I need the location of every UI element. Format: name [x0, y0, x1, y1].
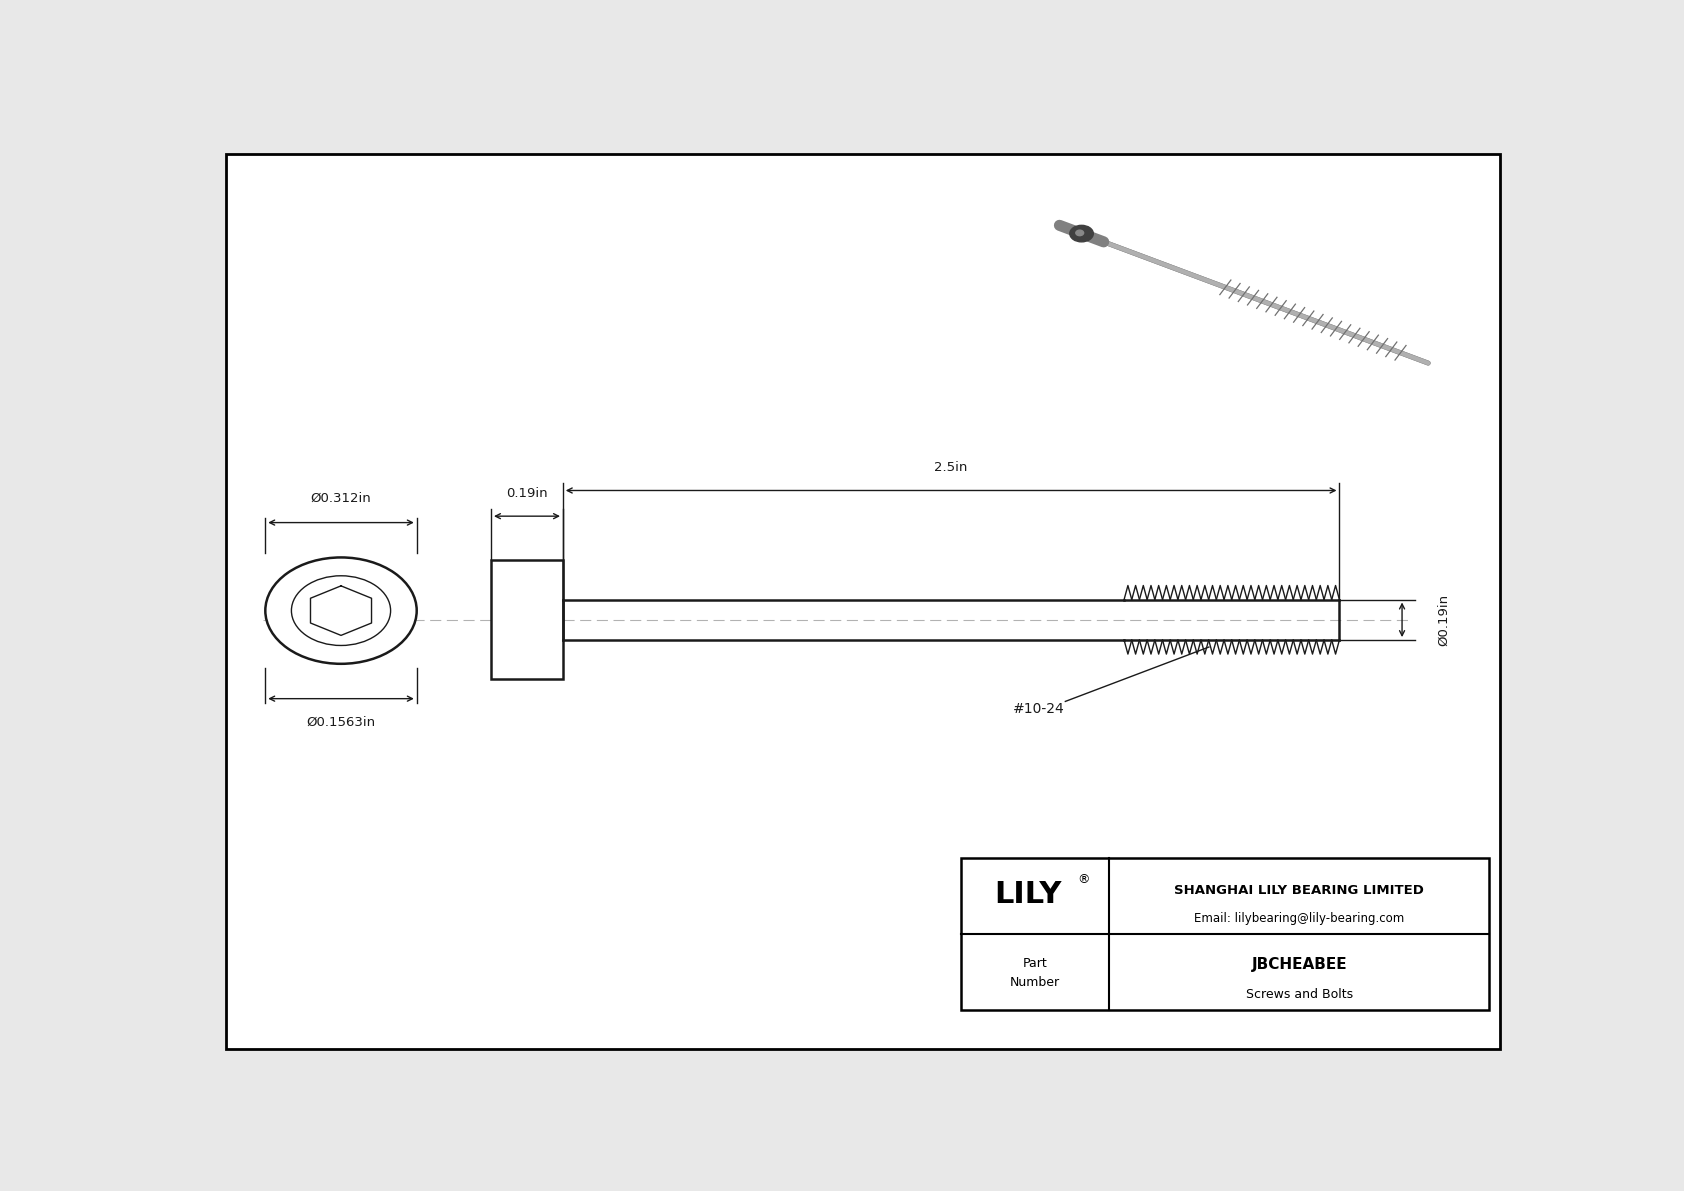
- Text: 2.5in: 2.5in: [935, 461, 968, 474]
- Text: #10-24: #10-24: [1014, 701, 1064, 716]
- Text: Ø0.19in: Ø0.19in: [1438, 594, 1450, 646]
- Circle shape: [1076, 230, 1083, 236]
- Circle shape: [1069, 225, 1093, 242]
- Text: Part
Number: Part Number: [1010, 958, 1059, 990]
- Text: Ø0.1563in: Ø0.1563in: [306, 716, 376, 729]
- Bar: [492, 560, 562, 679]
- Text: Ø0.312in: Ø0.312in: [310, 492, 372, 505]
- Bar: [962, 859, 1490, 1010]
- Text: ®: ®: [1078, 873, 1090, 886]
- Text: 0.19in: 0.19in: [507, 487, 547, 500]
- Text: Screws and Bolts: Screws and Bolts: [1246, 987, 1352, 1000]
- Circle shape: [291, 575, 391, 646]
- Text: Email: lilybearing@lily-bearing.com: Email: lilybearing@lily-bearing.com: [1194, 912, 1404, 925]
- Text: SHANGHAI LILY BEARING LIMITED: SHANGHAI LILY BEARING LIMITED: [1174, 884, 1425, 897]
- Text: JBCHEABEE: JBCHEABEE: [1251, 956, 1347, 972]
- Circle shape: [266, 557, 416, 663]
- Text: LILY: LILY: [995, 880, 1063, 909]
